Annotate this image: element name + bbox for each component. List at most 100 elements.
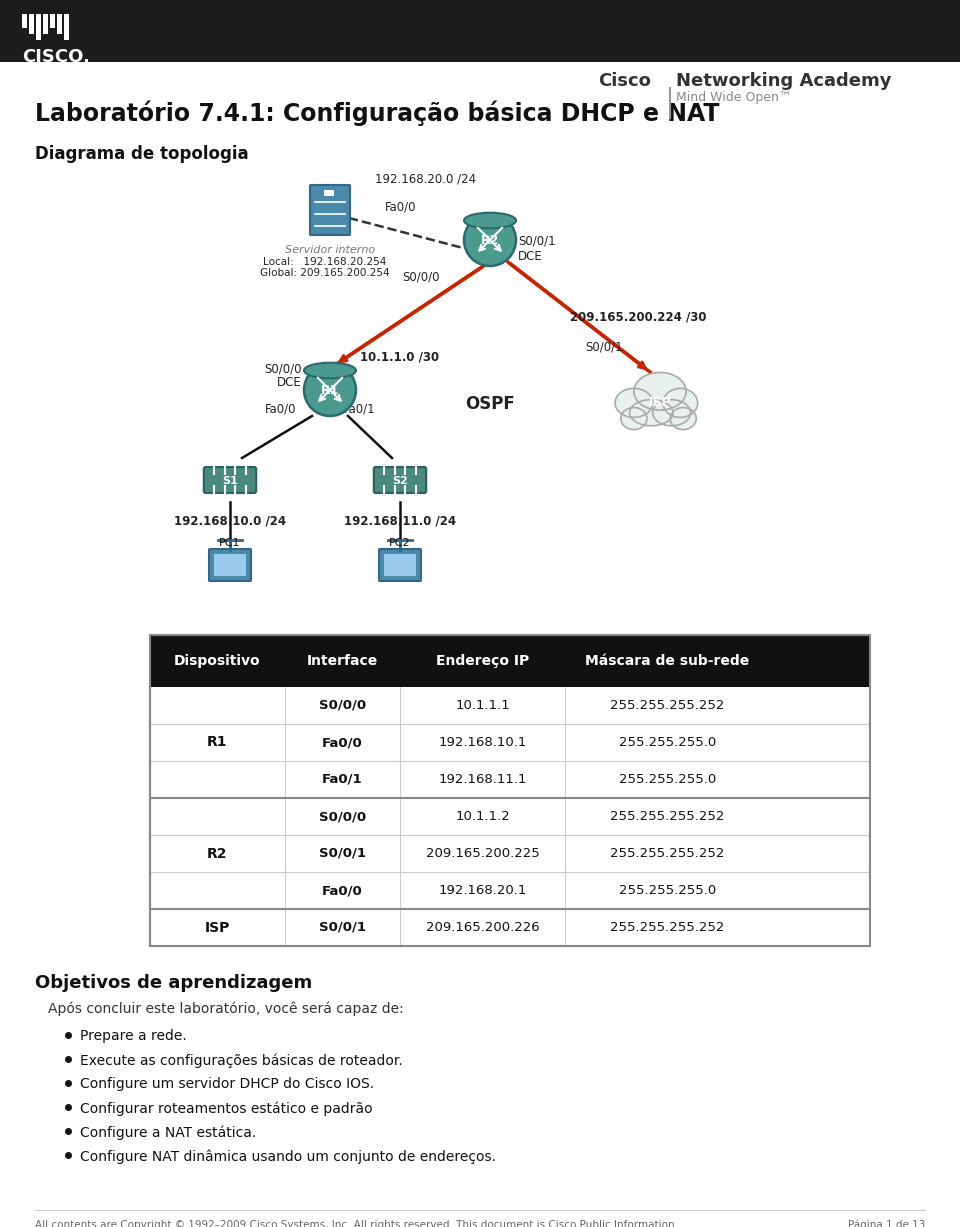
- Text: Networking Academy: Networking Academy: [676, 72, 892, 90]
- Text: 192.168.11.0 /24: 192.168.11.0 /24: [344, 514, 456, 528]
- Ellipse shape: [304, 363, 356, 378]
- Text: 255.255.255.252: 255.255.255.252: [611, 699, 725, 712]
- Text: 192.168.10.0 /24: 192.168.10.0 /24: [174, 514, 286, 528]
- Text: 255.255.255.252: 255.255.255.252: [611, 921, 725, 934]
- Bar: [214, 555, 246, 575]
- Text: 255.255.255.0: 255.255.255.0: [619, 883, 716, 897]
- Bar: [43, 13, 48, 34]
- Bar: [22, 13, 27, 28]
- Text: Máscara de sub-rede: Máscara de sub-rede: [586, 654, 750, 667]
- Ellipse shape: [621, 407, 647, 429]
- Text: Mind Wide Open™: Mind Wide Open™: [676, 91, 791, 104]
- Bar: [150, 724, 870, 761]
- Text: DCE: DCE: [518, 250, 542, 263]
- Text: S0/0/1: S0/0/1: [319, 921, 366, 934]
- Text: Configure um servidor DHCP do Cisco IOS.: Configure um servidor DHCP do Cisco IOS.: [80, 1077, 374, 1091]
- Text: OSPF: OSPF: [466, 395, 515, 413]
- Text: 255.255.255.0: 255.255.255.0: [619, 773, 716, 787]
- Text: S0/0/1: S0/0/1: [319, 847, 366, 860]
- Bar: [50, 13, 55, 28]
- Bar: [0, 0, 960, 63]
- Bar: [150, 798, 870, 836]
- Ellipse shape: [464, 212, 516, 228]
- Bar: [384, 555, 416, 575]
- Text: 10.1.1.1: 10.1.1.1: [455, 699, 510, 712]
- Text: Execute as configurações básicas de roteador.: Execute as configurações básicas de rote…: [80, 1053, 403, 1067]
- Text: S0/0/0: S0/0/0: [319, 699, 366, 712]
- Bar: [150, 761, 870, 798]
- Text: Página 1 de 13: Página 1 de 13: [848, 1220, 925, 1227]
- Text: 192.168.20.1: 192.168.20.1: [439, 883, 527, 897]
- Bar: [36, 13, 41, 40]
- FancyBboxPatch shape: [310, 185, 350, 236]
- Text: Configurar roteamentos estático e padrão: Configurar roteamentos estático e padrão: [80, 1101, 372, 1115]
- Text: 192.168.20.0 /24: 192.168.20.0 /24: [375, 172, 476, 185]
- Bar: [324, 190, 334, 196]
- Text: 10.1.1.0 /30: 10.1.1.0 /30: [360, 350, 439, 363]
- Bar: [150, 636, 870, 687]
- Text: S0/0/1: S0/0/1: [585, 340, 623, 353]
- Text: S0/0/0: S0/0/0: [319, 810, 366, 823]
- Text: R1: R1: [207, 735, 228, 750]
- FancyBboxPatch shape: [373, 467, 426, 493]
- Text: 192.168.10.1: 192.168.10.1: [439, 736, 527, 748]
- Text: Local:   192.168.20.254: Local: 192.168.20.254: [263, 256, 387, 267]
- Text: ISP: ISP: [649, 396, 671, 410]
- Text: Endereço IP: Endereço IP: [436, 654, 529, 667]
- Bar: [150, 836, 870, 872]
- Bar: [64, 13, 69, 40]
- Text: S0/0/0: S0/0/0: [265, 362, 302, 375]
- Circle shape: [304, 364, 356, 416]
- Bar: [150, 687, 870, 724]
- Text: 255.255.255.0: 255.255.255.0: [619, 736, 716, 748]
- Text: 192.168.11.1: 192.168.11.1: [439, 773, 527, 787]
- Bar: [150, 872, 870, 909]
- FancyBboxPatch shape: [379, 548, 421, 582]
- Text: Fa0/0: Fa0/0: [265, 402, 296, 415]
- Text: Fa0/0: Fa0/0: [385, 200, 417, 213]
- Text: Após concluir este laboratório, você será capaz de:: Após concluir este laboratório, você ser…: [48, 1002, 404, 1016]
- Bar: [29, 13, 34, 34]
- Text: Configure NAT dinâmica usando um conjunto de endereços.: Configure NAT dinâmica usando um conjunt…: [80, 1148, 496, 1163]
- Text: Global: 209.165.200.254: Global: 209.165.200.254: [260, 267, 390, 279]
- Text: PC2: PC2: [389, 537, 411, 548]
- Text: Fa0/1: Fa0/1: [323, 773, 363, 787]
- Text: Laboratório 7.4.1: Configuração básica DHCP e NAT: Laboratório 7.4.1: Configuração básica D…: [35, 99, 719, 125]
- FancyBboxPatch shape: [209, 548, 251, 582]
- Text: Fa0/1: Fa0/1: [344, 402, 375, 415]
- Text: S0/0/0: S0/0/0: [402, 270, 440, 283]
- Ellipse shape: [653, 400, 690, 426]
- Text: Interface: Interface: [307, 654, 378, 667]
- Text: R2: R2: [481, 234, 499, 248]
- Text: Configure a NAT estática.: Configure a NAT estática.: [80, 1125, 256, 1140]
- Bar: [150, 636, 870, 946]
- Text: 209.165.200.224 /30: 209.165.200.224 /30: [570, 310, 707, 323]
- Text: All contents are Copyright © 1992–2009 Cisco Systems, Inc. All rights reserved. : All contents are Copyright © 1992–2009 C…: [35, 1220, 678, 1227]
- Text: Objetivos de aprendizagem: Objetivos de aprendizagem: [35, 974, 312, 991]
- Text: R2: R2: [207, 847, 228, 860]
- Text: 209.165.200.226: 209.165.200.226: [425, 921, 540, 934]
- Text: S2: S2: [392, 476, 408, 486]
- Ellipse shape: [634, 373, 686, 410]
- Text: S1: S1: [222, 476, 238, 486]
- Text: 209.165.200.225: 209.165.200.225: [425, 847, 540, 860]
- Bar: [57, 13, 62, 34]
- Text: 10.1.1.2: 10.1.1.2: [455, 810, 510, 823]
- Text: Fa0/0: Fa0/0: [323, 736, 363, 748]
- Bar: [150, 909, 870, 946]
- Text: 255.255.255.252: 255.255.255.252: [611, 847, 725, 860]
- Text: Diagrama de topologia: Diagrama de topologia: [35, 145, 249, 163]
- Text: Prepare a rede.: Prepare a rede.: [80, 1029, 187, 1043]
- Circle shape: [464, 213, 516, 266]
- Ellipse shape: [630, 400, 673, 426]
- Text: 255.255.255.252: 255.255.255.252: [611, 810, 725, 823]
- Text: Cisco: Cisco: [598, 72, 651, 90]
- Text: Servidor interno: Servidor interno: [285, 245, 375, 255]
- Text: R1: R1: [321, 384, 339, 398]
- Text: Dispositivo: Dispositivo: [174, 654, 261, 667]
- Text: Fa0/0: Fa0/0: [323, 883, 363, 897]
- Text: ISP: ISP: [204, 920, 230, 935]
- Text: S0/0/1: S0/0/1: [518, 236, 556, 248]
- FancyBboxPatch shape: [204, 467, 256, 493]
- Text: CISCO.: CISCO.: [22, 48, 90, 66]
